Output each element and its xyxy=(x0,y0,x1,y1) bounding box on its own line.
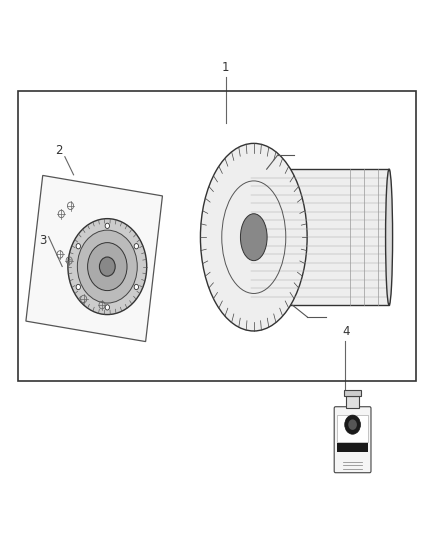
FancyBboxPatch shape xyxy=(334,407,371,473)
Text: 4: 4 xyxy=(342,325,350,338)
Text: 3: 3 xyxy=(39,235,46,247)
Circle shape xyxy=(99,257,115,276)
Bar xyxy=(337,443,368,453)
Circle shape xyxy=(78,230,137,303)
Circle shape xyxy=(134,284,138,289)
Bar xyxy=(337,415,368,442)
Bar xyxy=(251,169,389,305)
Polygon shape xyxy=(26,175,162,342)
Circle shape xyxy=(348,419,357,430)
Circle shape xyxy=(88,243,127,290)
Circle shape xyxy=(76,244,81,249)
Bar xyxy=(344,390,361,396)
Circle shape xyxy=(76,285,81,289)
Circle shape xyxy=(345,415,360,434)
Bar xyxy=(346,396,359,408)
Circle shape xyxy=(105,305,110,310)
Ellipse shape xyxy=(240,214,267,261)
Circle shape xyxy=(68,219,147,314)
Circle shape xyxy=(134,244,138,249)
Circle shape xyxy=(105,223,110,229)
Text: 2: 2 xyxy=(55,144,63,157)
Ellipse shape xyxy=(201,143,307,331)
Bar xyxy=(18,91,416,381)
Ellipse shape xyxy=(385,169,392,305)
Bar xyxy=(251,169,389,305)
Text: 1: 1 xyxy=(222,61,230,74)
